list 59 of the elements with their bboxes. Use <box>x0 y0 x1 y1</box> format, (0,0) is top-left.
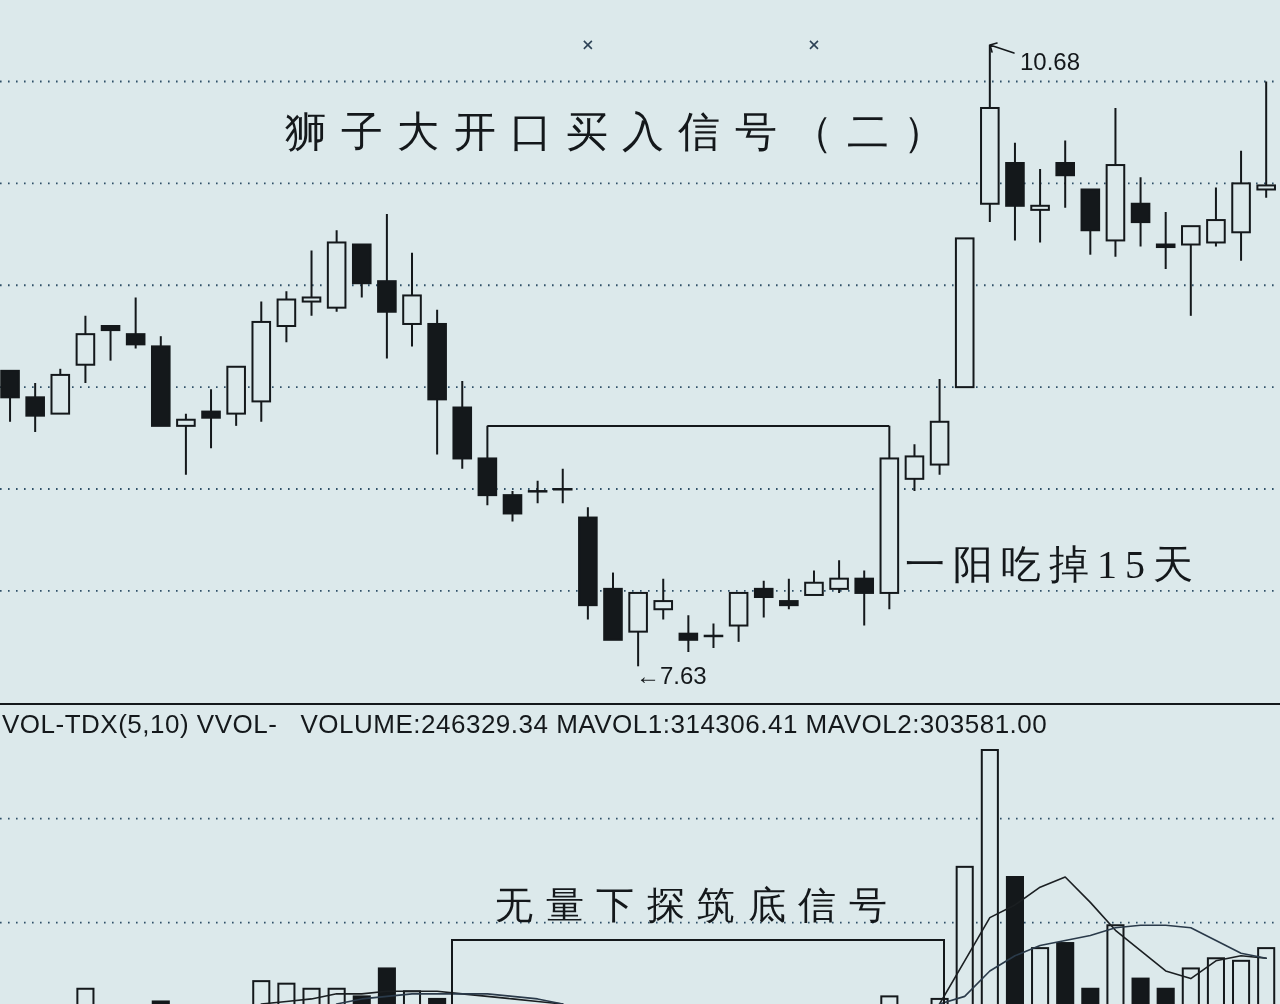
bar <box>1081 987 1100 1004</box>
candlestick <box>804 569 824 596</box>
bar <box>1131 977 1150 1004</box>
annotation: ←7.63 <box>636 662 707 689</box>
candlestick <box>829 559 849 594</box>
candlestick <box>879 424 900 611</box>
candlestick <box>527 479 548 505</box>
candlestick <box>678 614 699 654</box>
candlestick <box>904 443 925 493</box>
candlestick <box>150 335 171 427</box>
candlestick <box>351 243 372 299</box>
candlestick <box>251 300 272 423</box>
candlestick <box>1080 188 1101 256</box>
candlestick <box>854 569 875 627</box>
candlestick <box>1206 186 1226 248</box>
candlestick <box>753 579 774 619</box>
candlestick <box>552 467 573 505</box>
annotation: 一阳吃掉15天 <box>905 542 1201 587</box>
candlestick <box>1105 106 1126 258</box>
candlestick <box>176 412 196 476</box>
candlestick <box>1055 139 1075 209</box>
annotation: 无量下探筑底信号 <box>495 884 899 926</box>
candlestick <box>603 571 623 641</box>
candlestick <box>980 43 1000 224</box>
candlestick <box>301 249 322 317</box>
text: 狮子大开口买入信号（二） <box>285 109 960 155</box>
candlestick <box>628 591 648 668</box>
bar <box>1056 942 1075 1004</box>
candlestick <box>1256 80 1276 199</box>
bar <box>151 1000 170 1004</box>
candlestick <box>452 380 473 470</box>
candlestick <box>25 382 45 433</box>
candlestick <box>1030 168 1050 244</box>
candlestick <box>1005 141 1025 242</box>
candlestick <box>0 369 20 423</box>
annotation: 10.68 <box>1020 48 1081 75</box>
candlestick <box>75 314 96 385</box>
candlestick <box>125 296 146 350</box>
candlestick <box>377 212 397 360</box>
candlestick <box>427 308 447 456</box>
candlestick <box>1231 149 1251 262</box>
candlestick <box>929 377 950 476</box>
chart-title: VOL-TDX(5,10) VVOL- VOLUME:246329.34 MAVOL1:314306.41 MAVOL2:303581.00 <box>2 709 1048 739</box>
candlestick <box>100 325 121 362</box>
candlestick <box>201 388 221 450</box>
candlestick <box>402 251 422 348</box>
candlestick <box>779 577 799 611</box>
candlestick <box>276 290 297 344</box>
candlestick <box>728 591 749 643</box>
candlestick <box>954 237 975 389</box>
candlestick <box>502 490 523 523</box>
candlestick <box>1181 225 1201 317</box>
candlestick <box>578 506 598 621</box>
candlestick <box>226 365 246 427</box>
candlestick <box>477 424 498 507</box>
candlestick <box>653 577 674 621</box>
bar <box>1156 987 1175 1004</box>
bar <box>428 997 447 1004</box>
candlestick <box>1130 176 1151 248</box>
